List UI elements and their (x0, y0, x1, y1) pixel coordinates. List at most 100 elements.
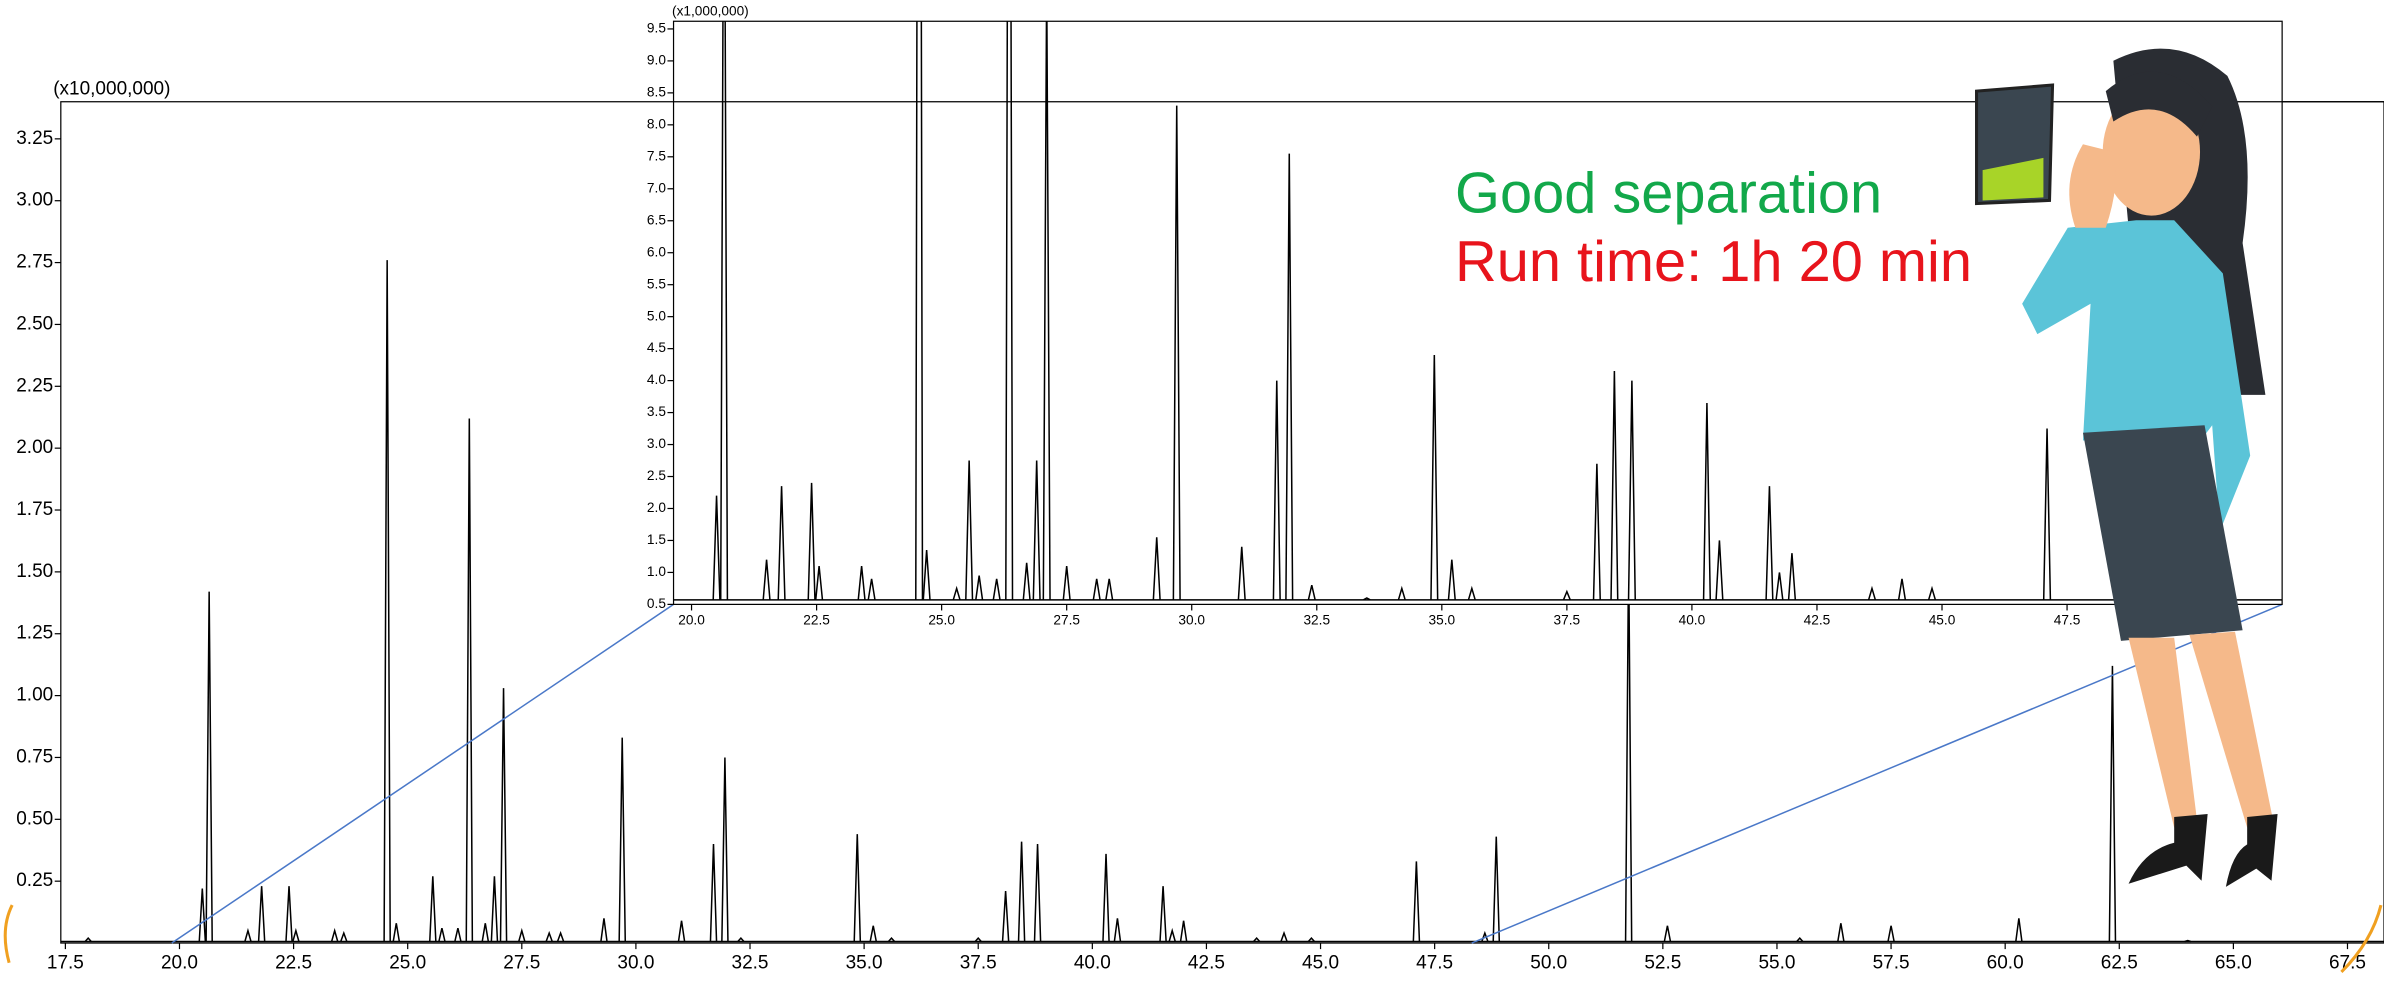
peak (887, 936, 896, 943)
plot-frame (672, 20, 2283, 606)
x-tick-label: 20.0 (161, 952, 198, 973)
peak (490, 876, 499, 942)
x-tick-label: 60.0 (1987, 952, 2024, 973)
y-tick-label: 2.75 (16, 252, 53, 273)
peak (1280, 930, 1288, 942)
y-tick-label: 9.5 (647, 21, 666, 36)
x-tick-label: 67.5 (2329, 952, 2366, 973)
x-tick-label: 37.5 (960, 952, 997, 973)
trace (673, 21, 2283, 601)
peak (712, 495, 721, 600)
annotation: Run time: 1h 20 min (1455, 230, 1972, 294)
x-tick-label: 42.5 (1188, 952, 1225, 973)
y-tick-label: 9.0 (647, 53, 666, 68)
y-tick-label: 4.5 (647, 340, 666, 355)
x-tick-label: 32.5 (732, 952, 769, 973)
x-tick-label: 45.0 (1302, 952, 1339, 973)
peak (1837, 923, 1845, 942)
leg (2128, 637, 2197, 828)
decor-arc (3, 904, 14, 964)
peak (677, 920, 686, 942)
peak (1787, 553, 1797, 600)
x-tick-label: 45.0 (1929, 612, 1956, 627)
peak (1001, 891, 1010, 942)
peak (1775, 572, 1784, 600)
y-tick-label: 3.5 (647, 404, 666, 419)
y-tick-label: 0.75 (16, 746, 53, 767)
peak (1430, 355, 1439, 600)
x-tick-label: 22.5 (275, 952, 312, 973)
y-tick-label: 1.00 (16, 685, 53, 706)
peak (545, 930, 553, 942)
peak (1867, 585, 1877, 601)
peak (1033, 844, 1042, 942)
shirt (2022, 220, 2251, 532)
peak (807, 482, 816, 600)
peak (1363, 597, 1371, 601)
peak (2015, 918, 2023, 942)
peak (1042, 21, 1051, 600)
peak (915, 21, 924, 600)
x-tick-label: 30.0 (617, 952, 654, 973)
x-tick-label: 22.5 (803, 612, 830, 627)
decor-arc (2340, 904, 2383, 973)
x-tick-label: 62.5 (2101, 952, 2138, 973)
peak (1272, 380, 1281, 600)
y-tick-label: 3.0 (647, 436, 666, 451)
y-tick-label: 7.5 (647, 148, 666, 163)
peak (1062, 565, 1071, 600)
y-tick-label: 3.00 (16, 190, 53, 211)
peak (709, 844, 718, 942)
y-tick-label: 1.5 (647, 532, 666, 547)
peak (292, 927, 300, 942)
peak (1017, 841, 1026, 942)
peak (1467, 585, 1476, 601)
y-tick-label: 1.50 (16, 561, 53, 582)
y-tick-label: 2.5 (647, 468, 666, 483)
face (2102, 88, 2201, 216)
peak (952, 585, 961, 601)
peak (1627, 380, 1637, 600)
phone-screen (1982, 157, 2044, 201)
y-tick-label: 8.0 (647, 116, 666, 131)
x-tick-label: 47.5 (1416, 952, 1453, 973)
peak (383, 260, 391, 942)
x-tick-label: 65.0 (2215, 952, 2252, 973)
y-tick-label: 2.50 (16, 313, 53, 334)
x-tick-label: 32.5 (1303, 612, 1330, 627)
y-tick-label: 5.5 (647, 276, 666, 291)
shoe (2128, 813, 2208, 884)
peak (992, 578, 1001, 600)
peak (340, 930, 348, 942)
y-tick-label: 2.00 (16, 437, 53, 458)
peak (244, 927, 252, 942)
peak (1168, 927, 1176, 942)
x-tick-label: 20.0 (678, 612, 705, 627)
peak (721, 757, 729, 942)
y-tick-label: 1.75 (16, 499, 53, 520)
peak (1663, 925, 1672, 942)
x-tick-label: 25.0 (389, 952, 426, 973)
peak (719, 21, 729, 600)
peak (499, 688, 508, 942)
x-tick-label: 55.0 (1758, 952, 1795, 973)
peak (1610, 371, 1619, 600)
peak (1253, 936, 1261, 943)
peak (974, 936, 982, 943)
cartoon-woman (1975, 48, 2278, 887)
peak (198, 888, 207, 942)
peak (975, 575, 984, 600)
peak (330, 927, 339, 942)
peak (1022, 562, 1031, 600)
y-tick-label: 1.25 (16, 623, 53, 644)
peak (285, 886, 293, 942)
peak (1492, 836, 1501, 942)
peak (1159, 886, 1167, 942)
y-tick-label: 1.0 (647, 564, 666, 579)
peak (777, 486, 786, 600)
hand (2069, 144, 2116, 228)
x-tick-label: 35.0 (1429, 612, 1456, 627)
y-tick-label: 0.5 (647, 596, 666, 611)
x-tick-label: 25.0 (928, 612, 955, 627)
